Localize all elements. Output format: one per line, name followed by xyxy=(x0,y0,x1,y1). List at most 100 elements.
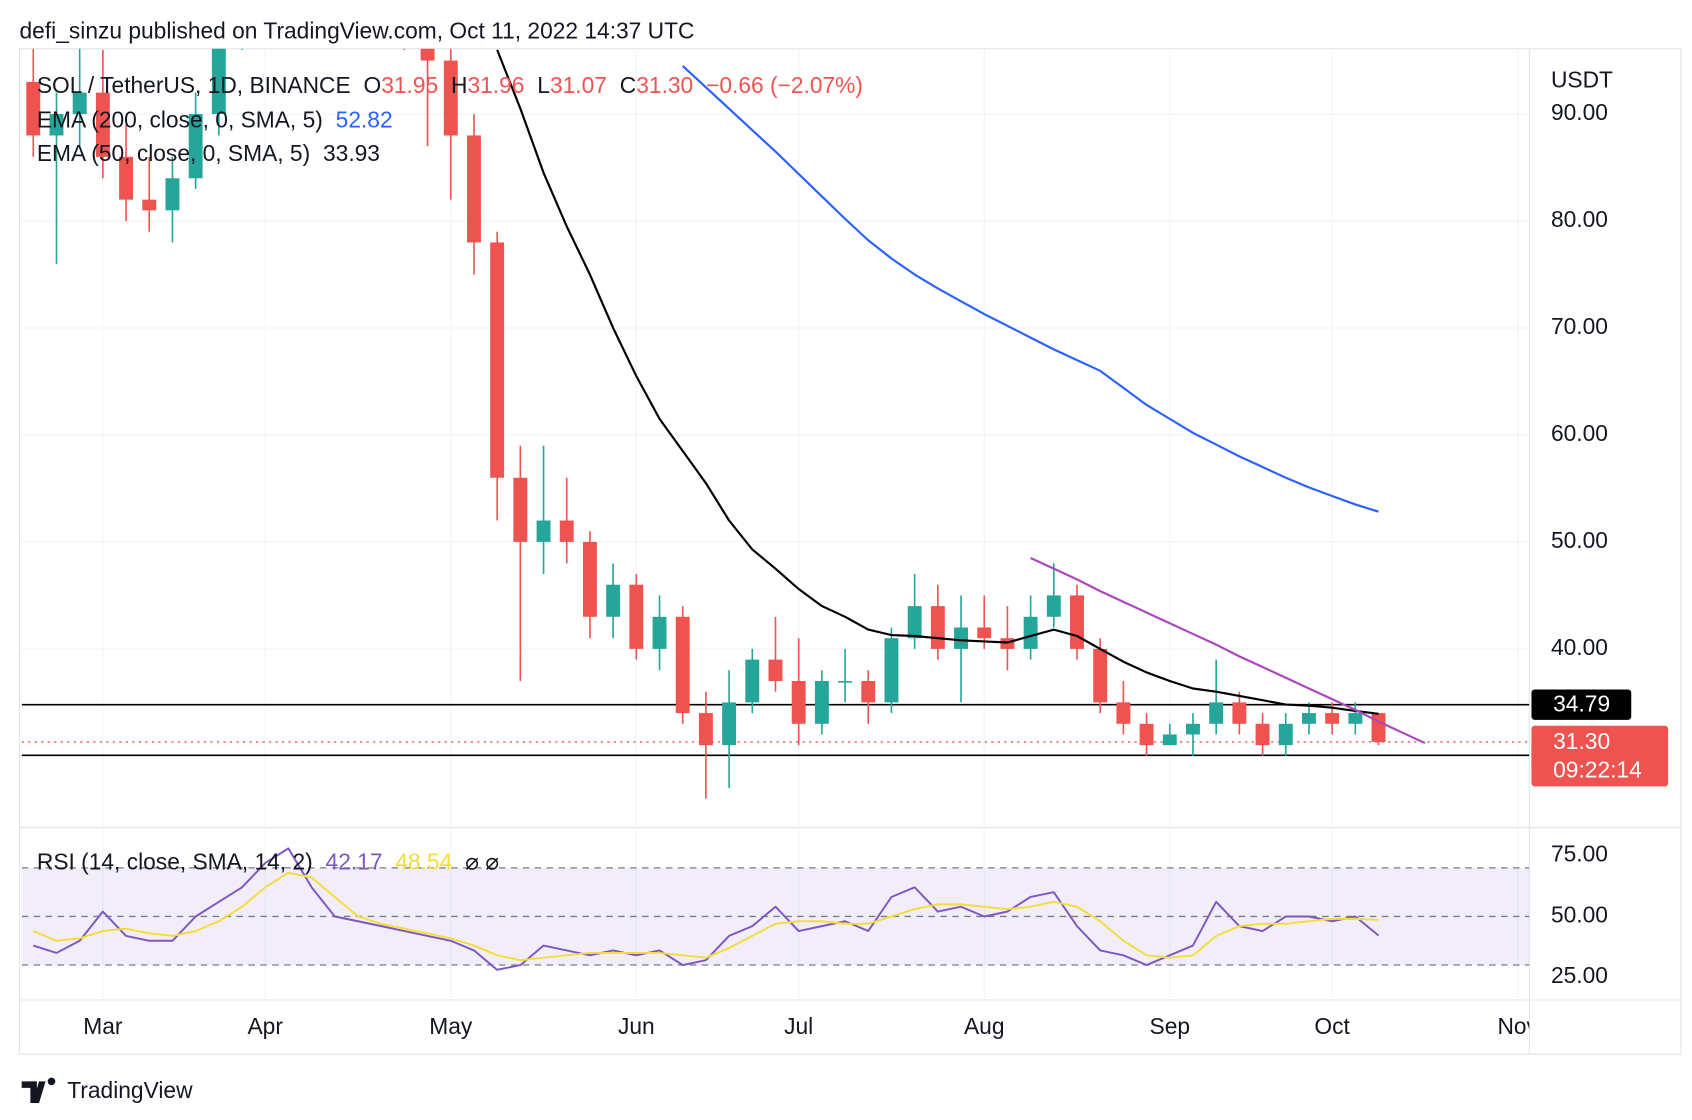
candle-body xyxy=(1116,702,1131,724)
candle-body xyxy=(1348,713,1363,724)
x-tick-label: Sep xyxy=(1150,1013,1191,1039)
candle-body xyxy=(652,616,667,649)
x-tick-label: Apr xyxy=(248,1013,284,1039)
candle-body xyxy=(838,680,853,683)
candle-body xyxy=(420,48,435,61)
x-tick-label: May xyxy=(429,1013,473,1039)
candle-body xyxy=(165,178,180,211)
y-tick-label: 70.00 xyxy=(1551,313,1608,339)
rsi-tick-label: 25.00 xyxy=(1551,962,1608,988)
tradingview-logo: TradingView xyxy=(21,1077,193,1104)
candle-body xyxy=(791,680,806,724)
ema-line xyxy=(682,65,1379,513)
rsi-tick-label: 50.00 xyxy=(1551,901,1608,927)
last-price-label-bg xyxy=(1531,725,1669,787)
candle-body xyxy=(629,584,644,649)
x-tick-label: Aug xyxy=(964,1013,1005,1039)
ohlc-value: 31.30 xyxy=(636,72,693,98)
candle-body xyxy=(142,199,157,211)
candle-body xyxy=(884,638,899,703)
legend-rsi: RSI (14, close, SMA, 14, 2) 42.17 48.54 … xyxy=(37,848,499,874)
candle-body xyxy=(536,520,551,542)
x-tick-label: Nov xyxy=(1497,1013,1538,1039)
candle-body xyxy=(768,659,783,681)
x-tick-label: Jun xyxy=(618,1013,655,1039)
candle-body xyxy=(930,606,945,649)
candle-body xyxy=(559,520,574,542)
candle-body xyxy=(211,48,226,115)
x-tick-label: Oct xyxy=(1314,1013,1350,1039)
candle-body xyxy=(1093,648,1108,703)
y-tick-label: 90.00 xyxy=(1551,99,1608,125)
chart-frame xyxy=(18,48,1682,1055)
candle-body xyxy=(72,92,87,115)
ohlc-key: O xyxy=(363,72,381,98)
legend-value: 52.82 xyxy=(336,106,393,132)
ohlc-value: 31.07 xyxy=(550,72,607,98)
candle-body xyxy=(582,541,597,617)
legend-ema50: EMA (50, close, 0, SMA, 5) 33.93 xyxy=(37,140,380,166)
candle-body xyxy=(1232,702,1247,724)
level-label-bg xyxy=(1531,689,1632,720)
candle-body xyxy=(1301,713,1316,724)
legend-extra: ⌀ ⌀ xyxy=(465,848,499,874)
candle-body xyxy=(1371,713,1386,742)
candle-body xyxy=(1325,713,1340,724)
x-tick-label: Mar xyxy=(83,1013,123,1039)
symbol: SOL / TetherUS, 1D, BINANCE xyxy=(37,72,351,98)
ema-line xyxy=(496,49,1379,715)
ohlc-key: L xyxy=(537,72,550,98)
legend-value: 42.17 xyxy=(326,848,383,874)
axis-unit: USDT xyxy=(1551,66,1613,92)
candle-body xyxy=(1186,723,1200,735)
candle-body xyxy=(907,606,922,639)
candle-body xyxy=(606,584,621,617)
candle-body xyxy=(861,680,876,703)
rsi-line xyxy=(32,871,1379,962)
candle-body xyxy=(513,477,528,542)
candle-body xyxy=(1139,723,1154,746)
canvas: Mar Apr May Jun Jul Aug Sep Oct Nov 40.00 50.00 60.… xyxy=(18,18,1682,1104)
candle-body xyxy=(188,114,203,179)
candle-body xyxy=(26,81,41,136)
candle-body xyxy=(443,60,458,136)
legend-symbol-row: SOL / TetherUS, 1D, BINANCE O31.95 H31.9… xyxy=(37,72,863,98)
candle-body xyxy=(698,713,713,746)
ohlc-value: 31.96 xyxy=(467,72,524,98)
candle-body xyxy=(467,135,481,243)
rsi-line xyxy=(33,847,1380,971)
rsi-pane xyxy=(21,847,1530,971)
y-tick-label: 80.00 xyxy=(1551,206,1608,232)
legend-value: 33.93 xyxy=(323,140,380,166)
candle-body xyxy=(1278,723,1293,746)
candle-body xyxy=(49,114,64,136)
logo-text: TradingView xyxy=(67,1077,193,1103)
rsi-tick-label: 75.00 xyxy=(1551,841,1608,867)
y-tick-label: 60.00 xyxy=(1551,420,1608,446)
candle-body xyxy=(1162,734,1177,746)
legend-name: EMA (200, close, 0, SMA, 5) xyxy=(37,106,323,132)
y-tick-label: 40.00 xyxy=(1551,634,1608,660)
candle-body xyxy=(1046,595,1061,617)
candle-body xyxy=(722,702,737,746)
publish-header: defi_sinzu published on TradingView.com,… xyxy=(20,18,695,44)
candle-body xyxy=(1023,616,1038,649)
y-tick-label: 50.00 xyxy=(1551,527,1608,553)
legend-value: 48.54 xyxy=(395,848,452,874)
legend-ema200: EMA (200, close, 0, SMA, 5) 52.82 xyxy=(37,106,393,132)
candle-body xyxy=(814,680,829,724)
ohlc-key: C xyxy=(620,72,636,98)
axes: Mar Apr May Jun Jul Aug Sep Oct Nov 40.00 50.00 60.… xyxy=(83,99,1669,1039)
price-change: −0.66 (−2.07%) xyxy=(706,72,863,98)
legend-name: EMA (50, close, 0, SMA, 5) xyxy=(37,140,310,166)
candle-body xyxy=(1255,723,1270,746)
ohlc-value: 31.95 xyxy=(381,72,438,98)
candle-body xyxy=(745,659,760,703)
x-tick-label: Jul xyxy=(784,1013,813,1039)
ohlc-key: H xyxy=(451,72,467,98)
logo-mark xyxy=(21,1077,56,1104)
candle-body xyxy=(675,616,690,714)
price-pane xyxy=(21,48,1530,799)
